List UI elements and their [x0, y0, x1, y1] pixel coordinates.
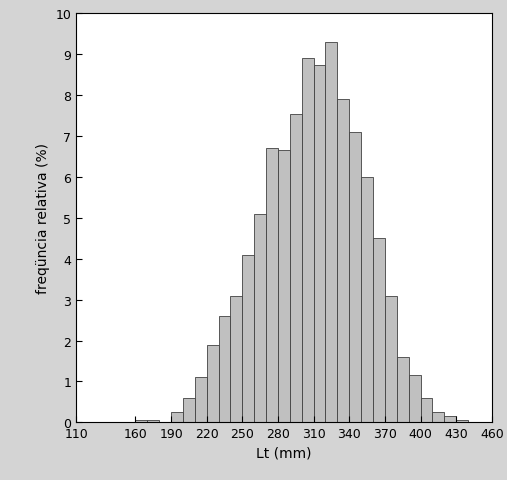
- Bar: [290, 114, 302, 422]
- Y-axis label: freqüncia relativa (%): freqüncia relativa (%): [36, 143, 50, 294]
- Bar: [135, 420, 148, 422]
- Bar: [207, 345, 219, 422]
- Bar: [231, 296, 242, 422]
- Bar: [254, 215, 266, 422]
- Bar: [385, 296, 397, 422]
- Bar: [456, 420, 468, 422]
- Bar: [373, 239, 385, 422]
- Bar: [219, 316, 231, 422]
- Bar: [444, 416, 456, 422]
- Bar: [278, 151, 290, 422]
- Bar: [148, 420, 159, 422]
- Bar: [337, 100, 349, 422]
- Bar: [171, 412, 183, 422]
- X-axis label: Lt (mm): Lt (mm): [256, 446, 312, 460]
- Bar: [349, 133, 361, 422]
- Bar: [432, 412, 444, 422]
- Bar: [409, 375, 420, 422]
- Bar: [397, 357, 409, 422]
- Bar: [314, 65, 325, 422]
- Bar: [361, 178, 373, 422]
- Bar: [183, 398, 195, 422]
- Bar: [302, 59, 314, 422]
- Bar: [266, 149, 278, 422]
- Bar: [195, 377, 207, 422]
- Bar: [242, 255, 254, 422]
- Bar: [325, 43, 337, 422]
- Bar: [420, 398, 432, 422]
